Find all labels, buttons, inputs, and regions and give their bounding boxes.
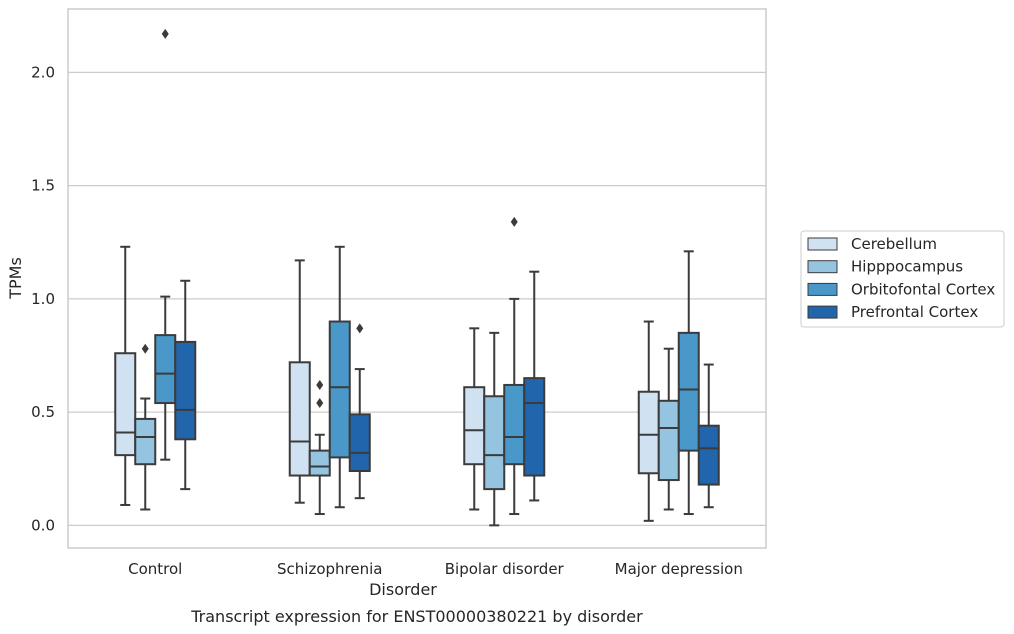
box-3-0: [637, 320, 660, 522]
legend: Cerebellum Hipppocampus Orbitofontal Corte…: [800, 230, 1005, 328]
box-0-1: [134, 343, 157, 511]
box-1-1: [308, 379, 331, 516]
box-iqr: [483, 395, 506, 491]
box-iqr: [308, 449, 331, 477]
y-tick-label: 0.5: [31, 403, 55, 421]
y-tick-label: 2.0: [31, 63, 55, 81]
legend-label: Prefrontal Cortex: [851, 303, 978, 321]
outlier-point: [141, 343, 149, 354]
box-iqr: [114, 352, 137, 457]
box-0-2: [154, 28, 177, 461]
y-tick-labels: 0.0 0.5 1.0 1.5 2.0: [31, 63, 55, 534]
outlier-point: [510, 216, 518, 227]
x-tick-label: Major depression: [615, 560, 743, 578]
box-iqr: [523, 377, 546, 477]
x-axis-label: Disorder: [369, 580, 437, 599]
box-iqr: [697, 424, 720, 486]
x-tick-label: Bipolar disorder: [445, 560, 565, 578]
box-2-0: [463, 327, 486, 511]
outlier-point: [356, 323, 364, 334]
box-iqr: [677, 331, 700, 452]
legend-label: Hipppocampus: [851, 258, 963, 276]
box-0-0: [114, 245, 137, 506]
box-1-3: [348, 323, 371, 500]
box-iqr: [134, 417, 157, 466]
box-2-1: [483, 331, 506, 527]
box-iqr: [288, 361, 311, 477]
box-iqr: [637, 390, 660, 475]
legend-swatch: [807, 260, 838, 274]
plot-frame: [67, 8, 767, 549]
box-iqr: [348, 413, 371, 472]
box-1-0: [288, 259, 311, 504]
x-tick-labels: Control Schizophrenia Bipolar disorder Majo…: [128, 560, 743, 578]
y-axis-label: TPMs: [6, 257, 25, 300]
box-iqr: [463, 386, 486, 466]
x-tick-label: Control: [128, 560, 182, 578]
legend-frame: [800, 230, 1005, 328]
legend-swatch: [807, 305, 838, 319]
boxes: [114, 28, 720, 527]
box-3-1: [657, 347, 680, 511]
legend-label: Orbitofontal Cortex: [851, 280, 995, 298]
box-iqr: [174, 340, 197, 441]
y-tick-label: 0.0: [31, 516, 55, 534]
outlier-point: [316, 379, 324, 390]
y-tick-label: 1.5: [31, 177, 55, 195]
box-2-2: [503, 216, 526, 516]
legend-label: Cerebellum: [851, 235, 937, 253]
box-iqr: [657, 399, 680, 482]
box-2-3: [523, 270, 546, 502]
box-0-3: [174, 279, 197, 491]
legend-swatch: [807, 237, 838, 251]
chart-caption: Transcript expression for ENST0000038022…: [190, 607, 643, 626]
legend-swatch: [807, 282, 838, 296]
x-tick-label: Schizophrenia: [277, 560, 382, 578]
y-tick-label: 1.0: [31, 290, 55, 308]
outlier-point: [161, 28, 169, 39]
box-3-3: [697, 363, 720, 509]
box-1-2: [328, 245, 351, 509]
box-3-2: [677, 250, 700, 516]
box-iqr: [328, 320, 351, 459]
box-iqr: [503, 383, 526, 466]
box-iqr: [154, 334, 177, 405]
outlier-point: [316, 398, 324, 409]
